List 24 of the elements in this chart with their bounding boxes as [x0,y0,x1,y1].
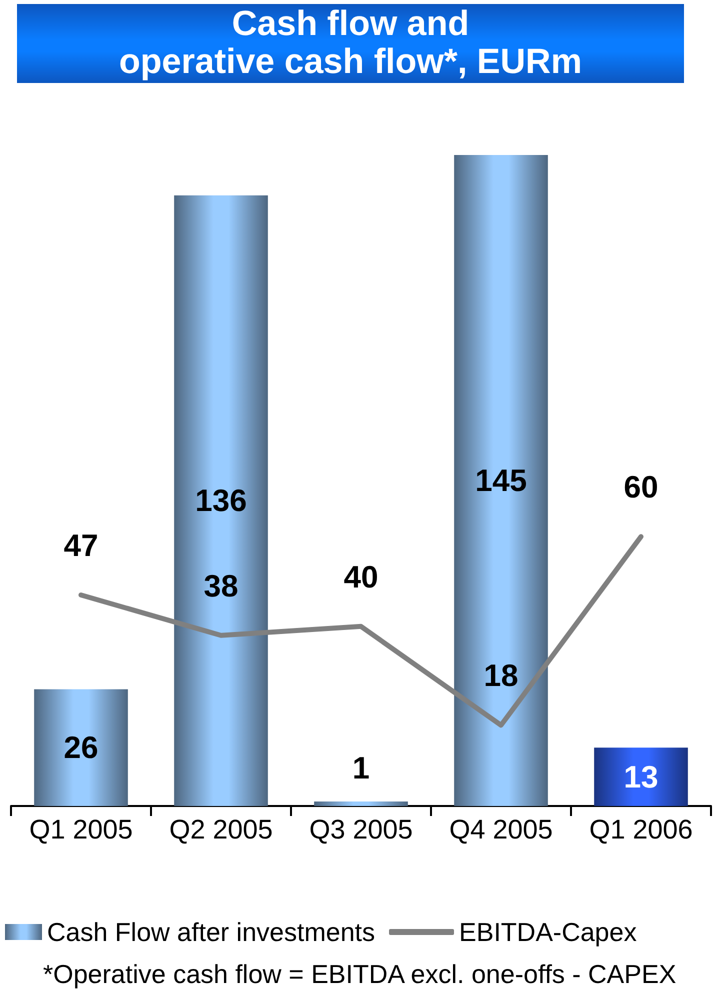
data-label: 136 [195,483,247,518]
data-label: 1 [352,750,370,786]
x-tick-label: Q1 2005 [29,814,133,844]
data-label: 13 [624,759,658,794]
legend-label: Cash Flow after investments [47,917,376,947]
x-tick-label: Q3 2005 [309,814,413,844]
data-label: 40 [344,559,378,594]
data-label: 38 [204,568,238,604]
bar [594,748,688,806]
bar [454,155,548,806]
data-label: 47 [64,528,98,563]
bar [34,689,128,806]
x-tick-label: Q2 2005 [169,814,273,844]
x-tick-label: Q4 2005 [449,814,553,844]
x-tick-label: Q1 2006 [589,814,693,844]
legend-label: EBITDA-Capex [459,917,637,947]
bar [174,195,268,806]
chart-title: Cash flow and operative cash flow*, EURm [17,4,684,83]
data-label: 26 [64,730,98,766]
data-label: 60 [624,470,658,505]
bar [314,802,408,806]
data-label: 145 [475,463,527,498]
text: *Operative cash flow = EBITDA excl. one-offs - CAPEX [43,959,676,989]
data-label: 18 [484,658,518,694]
